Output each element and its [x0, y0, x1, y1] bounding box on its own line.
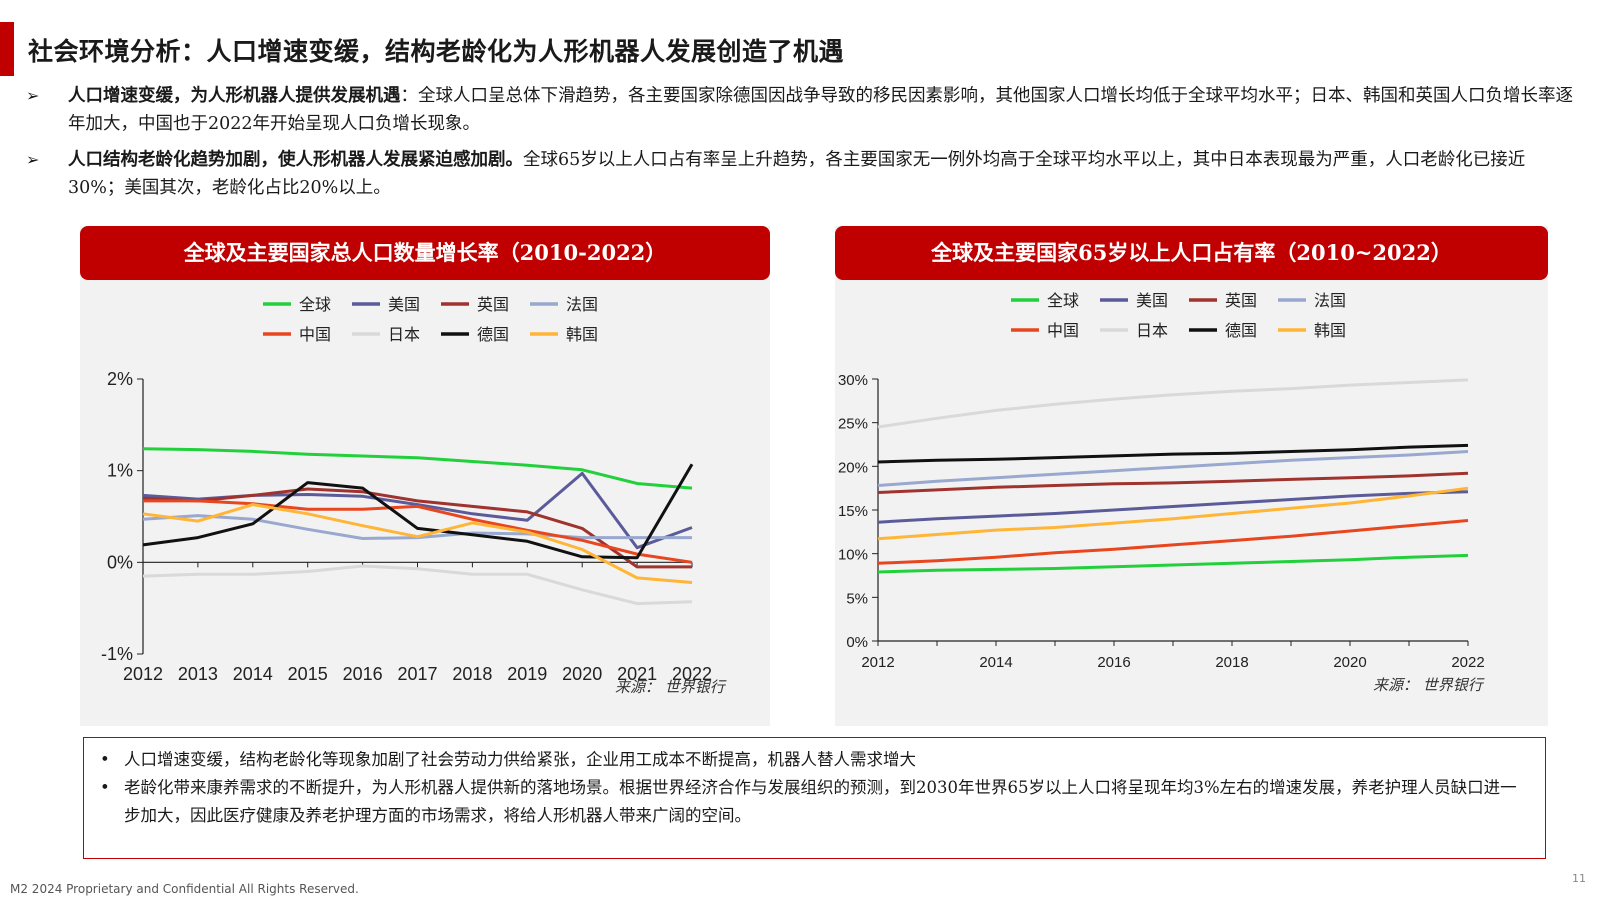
legend-label-series-3: 法国: [1314, 291, 1346, 310]
bullet-1-heading: 人口增速变缓，为人形机器人提供发展机遇: [68, 86, 401, 106]
legend-label-series-2: 英国: [477, 295, 509, 314]
y-tick-label: -1%: [101, 644, 133, 664]
y-tick-label: 30%: [838, 372, 868, 389]
x-tick-label: 2012: [861, 654, 894, 671]
bullet-2-heading: 人口结构老龄化趋势加剧，使人形机器人发展紧迫感加剧。: [68, 150, 523, 170]
bullet-2-text: 全球65岁以上人口占有率呈上升趋势，各主要国家无一例外均高于全球平均水平以上，其…: [68, 150, 1526, 198]
aging-chart-source: 来源： 世界银行: [1373, 676, 1483, 694]
y-tick-label: 1%: [107, 461, 133, 481]
arrow-bullet-icon: ➢: [26, 150, 40, 169]
series-line-series-5: [877, 378, 1469, 429]
y-tick-label: 5%: [846, 590, 868, 607]
x-tick-label: 2016: [1097, 654, 1130, 671]
x-tick-label: 2014: [233, 664, 273, 684]
legend-label-series-7: 韩国: [566, 325, 598, 344]
legend-label-series-6: 德国: [1225, 321, 1257, 340]
x-tick-label: 2022: [1451, 654, 1484, 671]
legend-label-series-1: 美国: [388, 295, 420, 314]
growth-rate-chart-source: 来源： 世界银行: [615, 678, 725, 696]
x-tick-label: 2012: [123, 664, 163, 684]
arrow-bullet-icon: ➢: [26, 86, 40, 105]
y-tick-label: 0%: [107, 552, 133, 572]
y-tick-label: 25%: [838, 416, 868, 433]
series-line-series-2: [877, 471, 1469, 494]
x-tick-label: 2015: [288, 664, 328, 684]
x-tick-label: 2017: [397, 664, 437, 684]
bullet-1-text: ：全球人口呈总体下滑趋势，各主要国家除德国因战争导致的移民因素影响，其他国家人口…: [68, 86, 1573, 134]
legend-label-series-3: 法国: [566, 295, 598, 314]
series-line-series-6: [877, 443, 1469, 464]
series-line-series-0: [142, 447, 693, 490]
series-line-series-5: [142, 564, 693, 606]
summary-box: • 人口增速变缓，结构老龄化等现象加剧了社会劳动力供给紧张，企业用工成本不断提高…: [83, 737, 1546, 859]
series-line-series-4: [143, 499, 693, 564]
x-tick-label: 2022: [672, 664, 712, 684]
legend-label-series-5: 日本: [1136, 321, 1168, 340]
legend-label-series-0: 全球: [1047, 291, 1079, 310]
x-tick-label: 2020: [562, 664, 602, 684]
x-tick-label: 2018: [452, 664, 492, 684]
legend-label-series-1: 美国: [1136, 291, 1168, 310]
page-number: 11: [1572, 872, 1586, 885]
legend-label-series-0: 全球: [299, 295, 331, 314]
series-line-series-3: [877, 450, 1469, 487]
y-tick-label: 0%: [846, 634, 868, 651]
x-tick-label: 2016: [343, 664, 383, 684]
dot-bullet-icon: •: [100, 778, 110, 797]
summary-item-2: • 老龄化带来康养需求的不断提升，为人形机器人提供新的落地场景。根据世界经济合作…: [84, 774, 1525, 830]
x-tick-label: 2021: [617, 664, 657, 684]
series-line-series-7: [142, 503, 693, 584]
series-line-series-7: [877, 486, 1469, 541]
summary-text-2: 老龄化带来康养需求的不断提升，为人形机器人提供新的落地场景。根据世界经济合作与发…: [124, 778, 1517, 825]
legend-label-series-7: 韩国: [1314, 321, 1346, 340]
x-tick-label: 2020: [1333, 654, 1366, 671]
intro-bullet-2: ➢ 人口结构老龄化趋势加剧，使人形机器人发展紧迫感加剧。全球65岁以上人口占有率…: [26, 146, 1576, 202]
series-line-series-0: [877, 553, 1469, 574]
growth-rate-chart-title: 全球及主要国家总人口数量增长率（2010-2022）: [80, 226, 770, 280]
series-line-series-4: [877, 519, 1469, 565]
legend-label-series-5: 日本: [388, 325, 420, 344]
y-tick-label: 15%: [838, 503, 868, 520]
growth-rate-chart-panel: 全球及主要国家总人口数量增长率（2010-2022） 全球 美国 英国 法国中国 日本 德…: [80, 226, 770, 726]
legend-label-series-4: 中国: [299, 325, 331, 344]
legend-label-series-4: 中国: [1047, 321, 1079, 340]
title-accent-bar: [0, 22, 14, 76]
intro-bullet-1: ➢ 人口增速变缓，为人形机器人提供发展机遇：全球人口呈总体下滑趋势，各主要国家除…: [26, 82, 1576, 138]
x-tick-label: 2014: [979, 654, 1012, 671]
aging-chart-title: 全球及主要国家65岁以上人口占有率（2010~2022）: [835, 226, 1548, 280]
legend-label-series-6: 德国: [477, 325, 509, 344]
x-tick-label: 2018: [1215, 654, 1248, 671]
y-tick-label: 2%: [107, 369, 133, 389]
aging-chart-panel: 全球及主要国家65岁以上人口占有率（2010~2022） 全球 美国 英国 法国中国 日…: [835, 226, 1548, 726]
y-tick-label: 20%: [838, 459, 868, 476]
intro-bullets: ➢ 人口增速变缓，为人形机器人提供发展机遇：全球人口呈总体下滑趋势，各主要国家除…: [26, 82, 1576, 210]
x-tick-label: 2019: [507, 664, 547, 684]
footer-copyright: M2 2024 Proprietary and Confidential All…: [10, 882, 359, 896]
series-line-series-1: [877, 490, 1469, 524]
legend-label-series-2: 英国: [1225, 291, 1257, 310]
summary-text-1: 人口增速变缓，结构老龄化等现象加剧了社会劳动力供给紧张，企业用工成本不断提高，机…: [124, 750, 916, 769]
dot-bullet-icon: •: [100, 750, 110, 769]
summary-item-1: • 人口增速变缓，结构老龄化等现象加剧了社会劳动力供给紧张，企业用工成本不断提高…: [84, 746, 1525, 774]
x-tick-label: 2013: [178, 664, 218, 684]
series-line-series-2: [142, 487, 692, 569]
series-line-series-6: [142, 463, 694, 560]
y-tick-label: 10%: [838, 547, 868, 564]
page-title: 社会环境分析：人口增速变缓，结构老龄化为人形机器人发展创造了机遇: [28, 37, 845, 66]
